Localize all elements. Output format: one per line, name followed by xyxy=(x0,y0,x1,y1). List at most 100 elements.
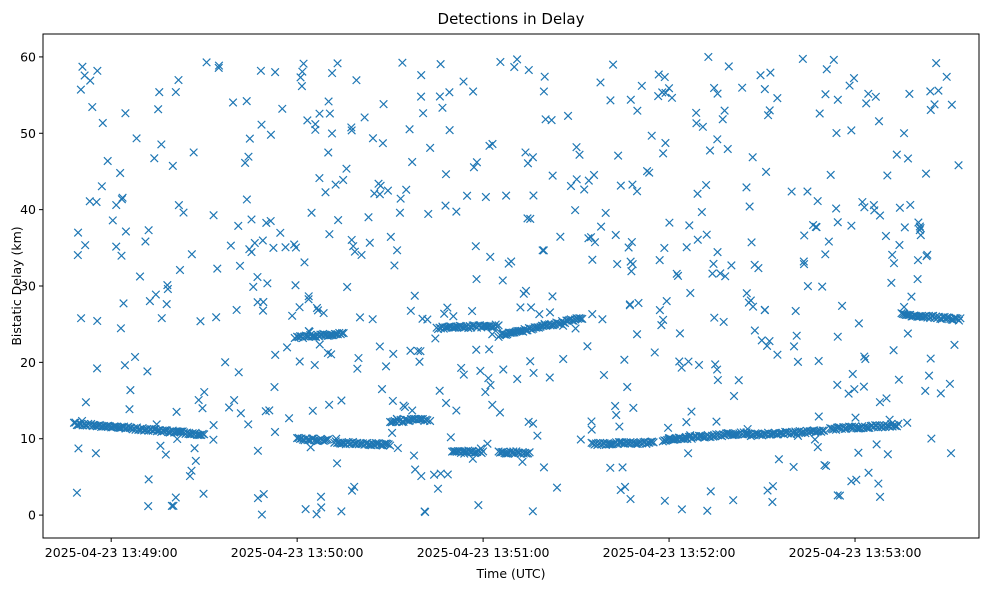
detection-marker xyxy=(875,492,885,502)
detection-marker xyxy=(915,225,925,235)
detection-marker xyxy=(144,475,153,484)
detection-marker xyxy=(539,87,549,96)
detection-marker xyxy=(626,257,635,266)
detection-marker xyxy=(220,358,230,367)
detection-marker xyxy=(906,200,915,210)
detection-marker xyxy=(234,368,243,377)
detection-marker xyxy=(547,115,556,125)
detection-marker xyxy=(833,95,843,104)
detection-marker xyxy=(526,303,536,312)
detection-marker xyxy=(947,100,957,109)
y-tick-label: 50 xyxy=(20,126,36,141)
detection-marker xyxy=(727,261,736,270)
detection-marker xyxy=(381,439,391,448)
y-tick-label: 0 xyxy=(28,508,36,523)
detection-marker xyxy=(765,106,774,115)
detection-marker xyxy=(168,161,178,171)
detection-marker xyxy=(768,481,778,491)
detection-marker xyxy=(407,406,417,415)
detection-marker xyxy=(702,230,711,239)
detection-marker xyxy=(682,417,691,427)
y-axis: 0 10 20 30 40 50 60 xyxy=(20,49,43,523)
detection-marker xyxy=(467,306,477,316)
detection-marker xyxy=(575,150,584,159)
detection-marker xyxy=(628,180,637,189)
detection-marker xyxy=(800,231,809,240)
detection-marker xyxy=(587,425,596,434)
detection-marker xyxy=(416,92,426,101)
detection-marker xyxy=(742,183,751,192)
detection-marker xyxy=(196,317,205,326)
detection-marker xyxy=(232,305,241,315)
detection-marker xyxy=(270,67,280,77)
detection-marker xyxy=(655,255,664,265)
detection-marker xyxy=(590,237,600,247)
detection-marker xyxy=(692,119,701,128)
detection-marker xyxy=(606,463,615,473)
detection-marker xyxy=(347,126,356,135)
detection-marker xyxy=(229,395,239,405)
detection-marker xyxy=(162,299,171,309)
detection-marker xyxy=(693,235,703,244)
detection-marker xyxy=(862,423,871,432)
detection-marker xyxy=(737,83,747,92)
detection-marker xyxy=(851,413,860,422)
detection-marker xyxy=(926,87,935,96)
detection-marker xyxy=(337,396,346,405)
detection-marker xyxy=(226,241,236,250)
detection-marker xyxy=(299,59,308,68)
detection-marker xyxy=(257,510,267,519)
detection-marker xyxy=(848,369,857,379)
detection-marker xyxy=(713,135,722,144)
detection-marker xyxy=(815,109,824,118)
detection-marker xyxy=(658,315,668,325)
detection-marker xyxy=(660,72,669,82)
detection-marker xyxy=(418,108,428,118)
detection-marker xyxy=(498,276,507,285)
detection-marker xyxy=(350,247,360,256)
detection-marker xyxy=(789,462,798,472)
detection-marker xyxy=(883,171,892,180)
detection-marker xyxy=(894,419,903,429)
detection-marker xyxy=(905,89,914,99)
detection-marker xyxy=(191,456,201,466)
detection-marker xyxy=(396,194,405,203)
detection-marker xyxy=(261,407,270,416)
detection-marker xyxy=(76,313,86,323)
plot-frame xyxy=(42,33,980,539)
detection-marker xyxy=(117,195,127,204)
detection-marker xyxy=(405,125,414,134)
detection-marker xyxy=(224,403,234,412)
detection-marker xyxy=(760,84,770,94)
detection-marker xyxy=(728,495,738,505)
detection-marker xyxy=(337,328,347,338)
detection-marker xyxy=(153,104,163,114)
detection-marker xyxy=(72,488,82,497)
detection-marker xyxy=(81,398,91,407)
detection-marker xyxy=(163,284,173,294)
detection-marker xyxy=(950,340,959,350)
detection-marker xyxy=(98,118,108,128)
detection-marker xyxy=(548,171,557,180)
detection-marker xyxy=(563,111,573,121)
detection-marker xyxy=(472,345,481,355)
detection-marker xyxy=(441,398,451,408)
detection-marker xyxy=(599,370,609,380)
detection-marker xyxy=(324,400,334,410)
detection-marker xyxy=(80,240,90,250)
detection-marker xyxy=(634,298,643,308)
detection-marker xyxy=(324,148,333,157)
detection-marker xyxy=(484,373,493,383)
detection-marker xyxy=(799,259,809,269)
detection-marker xyxy=(481,387,490,397)
detection-marker xyxy=(88,102,97,112)
detection-marker xyxy=(171,493,181,502)
detection-marker xyxy=(456,363,466,373)
detection-marker xyxy=(416,70,426,80)
detection-marker xyxy=(357,250,366,260)
detection-marker xyxy=(253,298,262,307)
detection-marker xyxy=(801,428,810,438)
detection-marker xyxy=(629,403,638,413)
detection-marker xyxy=(763,110,773,120)
y-tick-label: 60 xyxy=(20,49,36,64)
